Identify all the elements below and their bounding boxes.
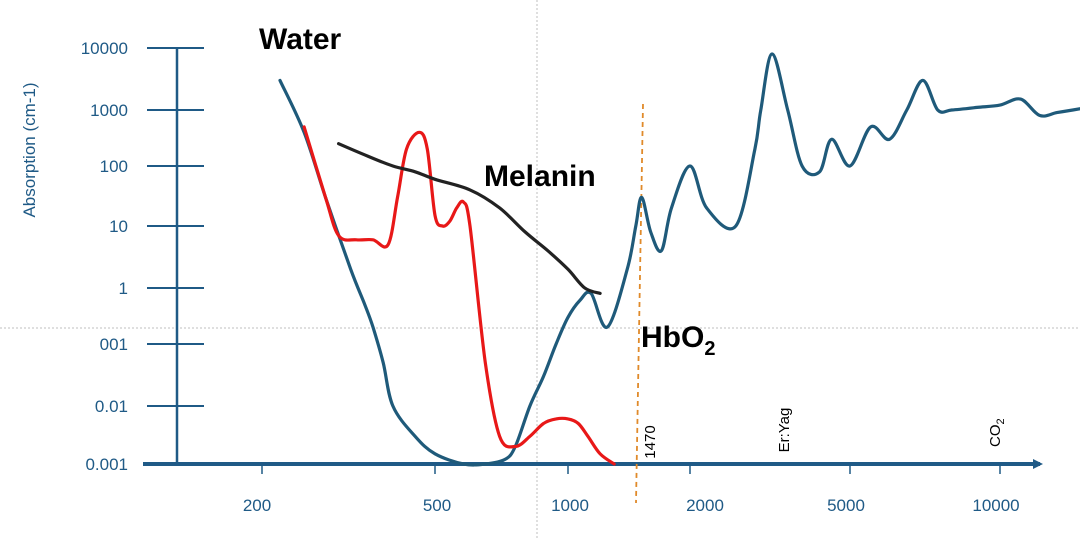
co2-main-text: CO [987,425,1004,448]
y-tick-label: 0.01 [95,397,128,416]
y-tick-label: 10 [109,217,128,236]
y-tick-label: 100 [100,157,128,176]
co2-subscript: 2 [995,418,1007,424]
annotation-1470: 1470 [642,425,659,458]
series-line-hbo2 [302,125,616,466]
series-line-water [278,52,1080,467]
series-line-melanin [337,142,602,295]
x-tick-label: 10000 [972,496,1019,515]
series-label-water: Water [259,23,342,56]
x-tick-label: 200 [243,496,271,515]
y-tick-label: 001 [100,335,128,354]
annotation-co2: CO2 [987,418,1007,447]
series-label-hbo2: HbO2 [641,321,715,360]
series-label-melanin: Melanin [484,160,596,193]
x-tick-label: 2000 [686,496,724,515]
hbo2-subscript: 2 [704,338,715,360]
y-tick-label: 10000 [81,39,128,58]
x-tick-label: 5000 [827,496,865,515]
x-tick-label: 1000 [551,496,589,515]
marker-line-1470 [635,103,644,504]
hbo2-main-text: HbO [641,321,704,354]
y-tick-label: 0.001 [85,455,128,474]
y-tick-label: 1 [119,279,128,298]
y-tick-group: 10000 1000 100 10 1 001 0.01 0.001 [81,39,204,474]
y-tick-label: 1000 [90,101,128,120]
annotation-er-yag: Er:Yag [776,408,793,453]
x-tick-label: 500 [423,496,451,515]
x-tick-group: 200 500 1000 2000 5000 10000 [243,464,1020,515]
y-axis-label: Absorption (cm-1) [20,82,39,217]
